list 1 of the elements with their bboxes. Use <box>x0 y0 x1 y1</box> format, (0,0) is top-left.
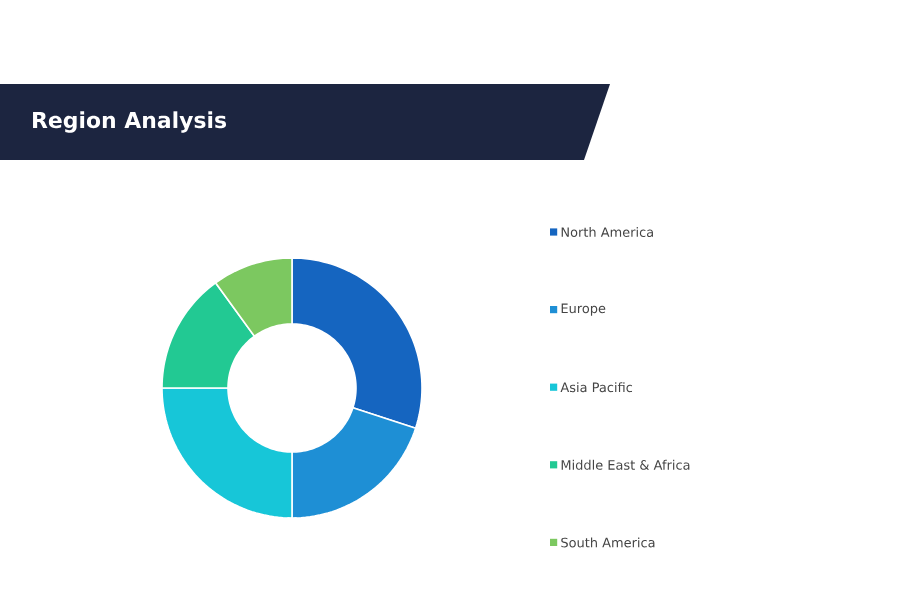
chart-title: Region Analysis <box>33 111 227 133</box>
